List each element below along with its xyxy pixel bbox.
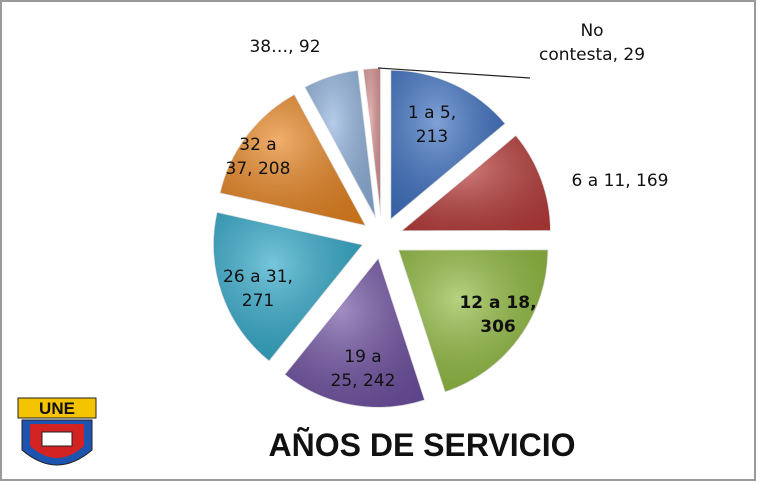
slice-shade [390,69,506,220]
slice-shade [398,249,549,393]
slice-shade [362,68,381,219]
logo-banner [17,397,97,419]
slice-shade [304,70,376,219]
slice-shade [219,94,367,226]
data-label: 38…, 92 [249,37,320,57]
pie [212,67,552,409]
slice-shade [284,257,426,408]
logo: UNE [17,397,97,466]
slice-shade [400,134,551,232]
logo-text: UNE [39,399,75,418]
data-label: 32 a 37, 208 [226,135,291,179]
logo-book [41,431,73,447]
data-label: 26 a 31, 271 [223,267,293,311]
data-label: 12 a 18, 306 [459,293,536,337]
data-label: No contesta, 29 [539,21,645,65]
leader-line [377,67,531,79]
data-label: 19 a 25, 242 [331,347,396,391]
slice-shade [213,211,364,362]
chart-title: AÑOS DE SERVICIO [268,427,575,463]
data-label: 6 a 11, 169 [572,171,669,191]
data-label: 1 a 5, 213 [408,103,456,147]
